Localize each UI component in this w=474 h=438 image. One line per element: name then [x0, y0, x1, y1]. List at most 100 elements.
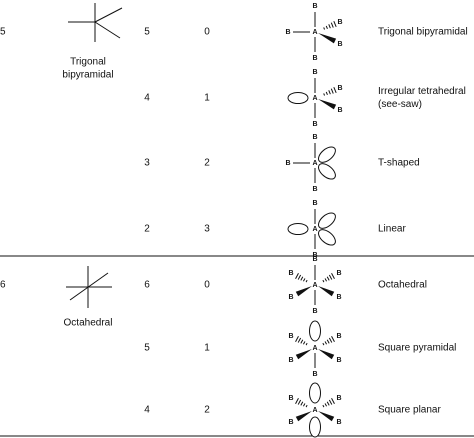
hash-mark	[324, 341, 327, 345]
ligand-label: B	[312, 371, 317, 378]
shape-name: T-shaped	[378, 158, 420, 169]
lone-pair	[318, 146, 336, 163]
hash-mark	[324, 278, 327, 282]
ligand-label: B	[312, 69, 317, 76]
hash-mark	[328, 24, 331, 29]
hash-mark	[323, 93, 326, 96]
hash-mark	[328, 274, 333, 280]
bonding-pairs: 2	[144, 224, 150, 235]
hash-mark	[303, 403, 306, 407]
lone-pair	[309, 416, 321, 438]
bonding-pairs: 5	[144, 27, 150, 38]
lone-pairs: 1	[204, 93, 210, 104]
molecule-diagram: B B B A	[285, 134, 336, 193]
octahedral-skeleton	[66, 266, 112, 308]
hash-mark	[322, 279, 325, 283]
ligand-label: B	[336, 357, 341, 364]
wedge-bond	[318, 99, 337, 110]
hash-mark	[300, 401, 304, 406]
lone-pair	[309, 382, 321, 404]
lone-pair	[309, 320, 321, 342]
central-atom-label: A	[312, 345, 317, 352]
molecule-diagram: B B B B B B A	[288, 256, 341, 315]
ligand-label: B	[336, 395, 341, 402]
hash-mark	[331, 336, 335, 342]
shape-name: Irregular tetrahedral	[378, 86, 466, 97]
ligand-label: B	[288, 270, 293, 277]
hash-mark	[303, 278, 306, 282]
hash-mark	[305, 404, 308, 408]
bonding-pairs: 5	[144, 343, 150, 354]
ligand-label: B	[337, 19, 342, 26]
wedge-bond	[318, 349, 335, 360]
hash-mark	[328, 399, 333, 405]
wedge-bond	[318, 411, 335, 422]
lone-pairs: 2	[204, 405, 210, 416]
hash-mark	[305, 342, 308, 346]
lone-pairs: 2	[204, 158, 210, 169]
ligand-label: B	[312, 308, 317, 315]
ligand-label: B	[312, 121, 317, 128]
lone-pair	[318, 229, 336, 246]
ligand-label: B	[337, 85, 342, 92]
ligand-label: B	[312, 134, 317, 141]
hash-mark	[326, 339, 330, 344]
ligand-label: B	[312, 3, 317, 10]
ligand-label: B	[285, 29, 290, 36]
central-atom-label: A	[312, 407, 317, 414]
ligand-label: B	[312, 186, 317, 193]
ligand-label: B	[312, 200, 317, 207]
hash-mark	[331, 398, 335, 404]
hash-mark	[295, 273, 299, 279]
wedge-bond	[318, 33, 337, 44]
ligand-label: B	[337, 107, 342, 114]
bonding-pairs: 4	[144, 405, 150, 416]
central-atom-label: A	[312, 282, 317, 289]
wedge-bond	[318, 286, 335, 297]
molecule-diagram: B B A	[287, 200, 336, 259]
shape-name: Trigonal bipyramidal	[378, 27, 468, 38]
central-atom-label: A	[312, 95, 317, 102]
ligand-label: B	[312, 256, 317, 263]
ligand-label: B	[336, 294, 341, 301]
hash-mark	[326, 401, 330, 406]
steric-number: 6	[0, 280, 6, 291]
lone-pair	[287, 223, 309, 235]
bonding-pairs: 4	[144, 93, 150, 104]
ligand-label: B	[288, 395, 293, 402]
hash-mark	[297, 274, 302, 280]
wedge-bond	[295, 349, 312, 360]
hash-mark	[326, 276, 330, 281]
hash-mark	[324, 403, 327, 407]
hash-mark	[325, 25, 328, 30]
ligand-label: B	[312, 55, 317, 62]
ligand-label: B	[288, 294, 293, 301]
lone-pairs: 0	[204, 27, 210, 38]
hash-mark	[333, 86, 337, 94]
shape-name: Square planar	[378, 405, 441, 416]
ligand-label: B	[288, 357, 293, 364]
hash-mark	[323, 27, 326, 30]
hash-mark	[303, 341, 306, 345]
hash-mark	[322, 404, 325, 408]
ligand-label: B	[336, 333, 341, 340]
wedge-bond	[295, 411, 312, 422]
hash-mark	[300, 276, 304, 281]
central-atom-label: A	[312, 29, 317, 36]
hash-mark	[328, 337, 333, 343]
central-atom-label: A	[312, 160, 317, 167]
lone-pairs: 0	[204, 280, 210, 291]
hash-mark	[322, 342, 325, 346]
hash-mark	[295, 398, 299, 404]
hash-mark	[325, 91, 328, 96]
ligand-label: B	[288, 419, 293, 426]
wedge-bond	[295, 286, 312, 297]
bonding-pairs: 6	[144, 280, 150, 291]
molecule-diagram: B B B B A	[288, 382, 342, 438]
ligand-label: B	[312, 252, 317, 259]
hash-mark	[300, 339, 304, 344]
ligand-label: B	[336, 270, 341, 277]
molecule-diagram: B B B B B A	[285, 3, 342, 62]
lone-pair	[287, 92, 309, 104]
hash-mark	[305, 279, 308, 283]
